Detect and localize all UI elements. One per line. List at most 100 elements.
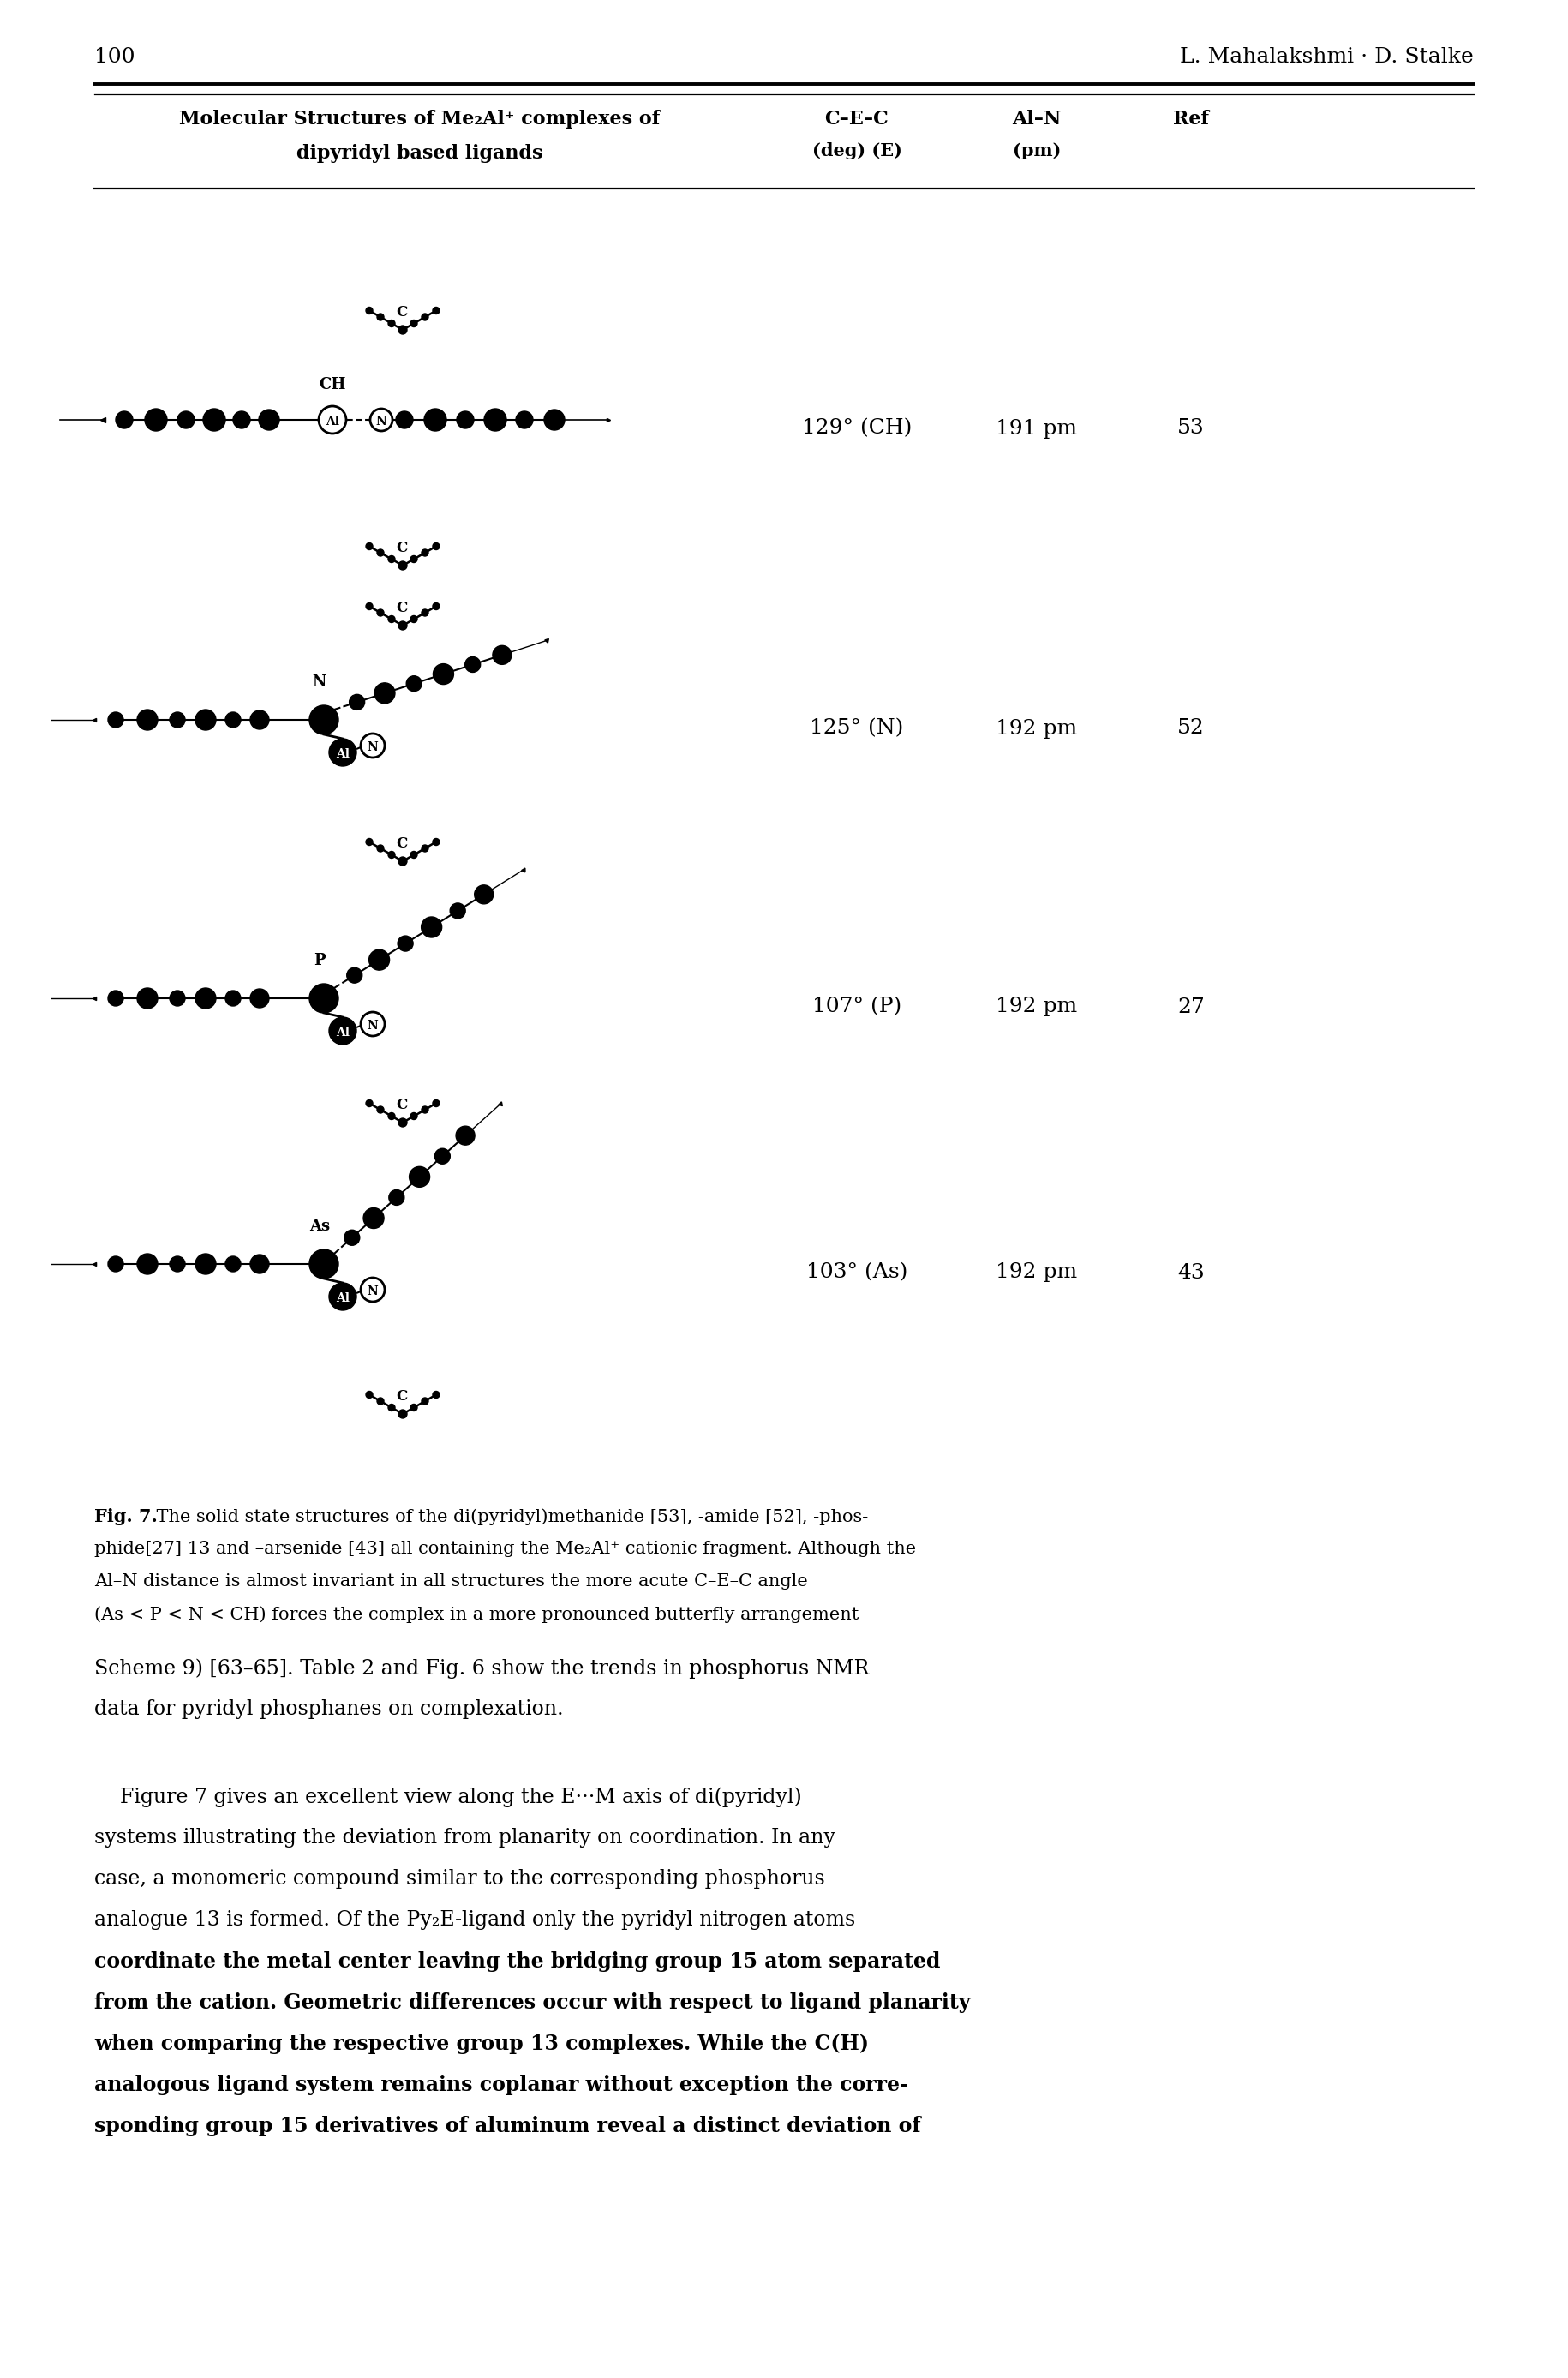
Text: The solid state structures of the di(pyridyl)methanide [53], -amide [52], -phos-: The solid state structures of the di(pyr… xyxy=(147,1508,867,1524)
Circle shape xyxy=(249,989,268,1008)
Text: Al–N distance is almost invariant in all structures the more acute C–E–C angle: Al–N distance is almost invariant in all… xyxy=(94,1574,808,1589)
Circle shape xyxy=(387,616,395,623)
Circle shape xyxy=(169,711,185,728)
Text: CH: CH xyxy=(318,378,345,392)
Text: Molecular Structures of Me₂Al⁺ complexes of: Molecular Structures of Me₂Al⁺ complexes… xyxy=(179,109,660,128)
Circle shape xyxy=(422,549,428,556)
Text: 103° (As): 103° (As) xyxy=(806,1263,906,1282)
Text: Al: Al xyxy=(336,1027,350,1039)
Circle shape xyxy=(368,949,389,970)
Circle shape xyxy=(376,1398,384,1405)
Text: 192 pm: 192 pm xyxy=(996,996,1077,1018)
Circle shape xyxy=(365,307,373,314)
Circle shape xyxy=(376,314,384,321)
Circle shape xyxy=(309,984,339,1013)
Circle shape xyxy=(376,844,384,851)
Text: (deg) (E): (deg) (E) xyxy=(812,143,902,159)
Circle shape xyxy=(389,1189,405,1206)
Circle shape xyxy=(456,1127,475,1144)
Text: 27: 27 xyxy=(1176,996,1204,1018)
Text: L. Mahalakshmi · D. Stalke: L. Mahalakshmi · D. Stalke xyxy=(1179,48,1472,67)
Circle shape xyxy=(411,1403,417,1410)
Circle shape xyxy=(318,407,347,433)
Circle shape xyxy=(433,1101,439,1106)
Circle shape xyxy=(365,542,373,549)
Circle shape xyxy=(406,675,422,692)
Circle shape xyxy=(464,656,480,673)
Circle shape xyxy=(433,839,439,844)
Circle shape xyxy=(422,844,428,851)
Text: phide[27] 13 and –arsenide [43] all containing the Me₂Al⁺ cationic fragment. Alt: phide[27] 13 and –arsenide [43] all cont… xyxy=(94,1541,916,1558)
Circle shape xyxy=(249,1256,268,1272)
Text: Al: Al xyxy=(336,749,350,761)
Circle shape xyxy=(361,732,384,759)
Circle shape xyxy=(309,706,339,735)
Text: data for pyridyl phosphanes on complexation.: data for pyridyl phosphanes on complexat… xyxy=(94,1700,563,1719)
Text: Fig. 7.: Fig. 7. xyxy=(94,1508,157,1524)
Circle shape xyxy=(365,1101,373,1106)
Circle shape xyxy=(422,314,428,321)
Circle shape xyxy=(177,411,194,428)
Circle shape xyxy=(343,1229,359,1246)
Circle shape xyxy=(433,663,453,685)
Circle shape xyxy=(398,1118,406,1127)
Text: C–E–C: C–E–C xyxy=(825,109,889,128)
Circle shape xyxy=(136,709,157,730)
Text: analogous ligand system remains coplanar without exception the corre-: analogous ligand system remains coplanar… xyxy=(94,2074,908,2095)
Text: 129° (CH): 129° (CH) xyxy=(801,419,911,438)
Text: (As < P < N < CH) forces the complex in a more pronounced butterfly arrangement: (As < P < N < CH) forces the complex in … xyxy=(94,1605,858,1622)
Text: C: C xyxy=(395,837,408,851)
Circle shape xyxy=(398,856,406,866)
Circle shape xyxy=(202,409,226,430)
Text: C: C xyxy=(395,304,408,319)
Text: N: N xyxy=(367,1286,378,1298)
Circle shape xyxy=(387,556,395,564)
Circle shape xyxy=(433,307,439,314)
Circle shape xyxy=(259,409,279,430)
Text: 52: 52 xyxy=(1176,718,1204,737)
Text: 43: 43 xyxy=(1176,1263,1204,1282)
Circle shape xyxy=(329,1018,356,1044)
Circle shape xyxy=(329,1282,356,1310)
Circle shape xyxy=(433,1391,439,1398)
Text: 107° (P): 107° (P) xyxy=(812,996,902,1018)
Circle shape xyxy=(387,1403,395,1410)
Text: 125° (N): 125° (N) xyxy=(809,718,903,737)
Circle shape xyxy=(329,740,356,766)
Circle shape xyxy=(226,992,240,1006)
Text: N: N xyxy=(367,1020,378,1032)
Circle shape xyxy=(422,918,442,937)
Circle shape xyxy=(433,542,439,549)
Circle shape xyxy=(361,1013,384,1037)
Circle shape xyxy=(456,411,474,428)
Circle shape xyxy=(350,694,364,711)
Text: C: C xyxy=(395,540,408,556)
Text: coordinate the metal center leaving the bridging group 15 atom separated: coordinate the metal center leaving the … xyxy=(94,1952,939,1971)
Text: Al–N: Al–N xyxy=(1011,109,1062,128)
Text: Ref: Ref xyxy=(1173,109,1209,128)
Circle shape xyxy=(474,885,492,904)
Text: 191 pm: 191 pm xyxy=(996,419,1077,438)
Circle shape xyxy=(108,1256,124,1272)
Circle shape xyxy=(395,411,412,428)
Circle shape xyxy=(387,321,395,326)
Text: C: C xyxy=(395,602,408,616)
Text: N: N xyxy=(376,416,387,428)
Circle shape xyxy=(376,1106,384,1113)
Text: Scheme 9) [63–65]. Table 2 and Fig. 6 show the trends in phosphorus NMR: Scheme 9) [63–65]. Table 2 and Fig. 6 sh… xyxy=(94,1657,869,1679)
Circle shape xyxy=(485,409,506,430)
Text: Al: Al xyxy=(336,1291,350,1303)
Circle shape xyxy=(450,904,466,918)
Circle shape xyxy=(422,1398,428,1405)
Circle shape xyxy=(433,604,439,609)
Circle shape xyxy=(196,987,216,1008)
Text: Al: Al xyxy=(326,416,339,428)
Text: C: C xyxy=(395,1389,408,1403)
Circle shape xyxy=(544,409,564,430)
Circle shape xyxy=(108,711,124,728)
Text: analogue 13 is formed. Of the Py₂E-ligand only the pyridyl nitrogen atoms: analogue 13 is formed. Of the Py₂E-ligan… xyxy=(94,1910,855,1931)
Circle shape xyxy=(516,411,533,428)
Circle shape xyxy=(365,604,373,609)
Circle shape xyxy=(144,409,166,430)
Text: (pm): (pm) xyxy=(1011,143,1060,159)
